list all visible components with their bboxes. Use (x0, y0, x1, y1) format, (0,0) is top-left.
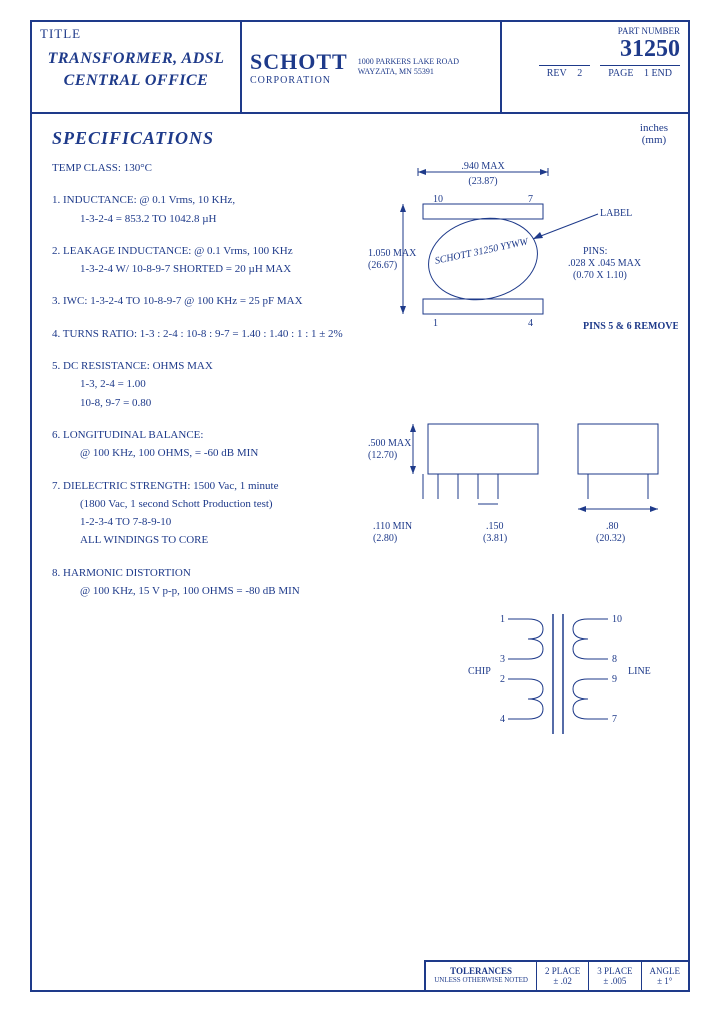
tol-3place: 3 PLACE ± .005 (589, 962, 641, 990)
part-number: 31250 (510, 36, 680, 63)
svg-text:.500 MAX: .500 MAX (368, 438, 412, 449)
svg-text:(20.32): (20.32) (596, 533, 625, 544)
part-label: PART NUMBER (510, 26, 680, 36)
company-block: SCHOTT CORPORATION 1000 PARKERS LAKE ROA… (242, 22, 502, 112)
svg-text:1.050 MAX: 1.050 MAX (368, 248, 417, 259)
svg-text:.028 X .045 MAX: .028 X .045 MAX (568, 258, 642, 269)
document-frame: TITLE TRANSFORMER, ADSL CENTRAL OFFICE S… (30, 20, 690, 992)
svg-text:8: 8 (612, 654, 617, 665)
title-label: TITLE (40, 26, 232, 42)
svg-text:(26.67): (26.67) (368, 260, 397, 271)
svg-text:LABEL: LABEL (600, 208, 632, 219)
company-logo: SCHOTT (250, 49, 348, 75)
svg-text:2: 2 (500, 674, 505, 685)
svg-text:10: 10 (433, 194, 443, 205)
tolerances-footer: TOLERANCES UNLESS OTHERWISE NOTED 2 PLAC… (424, 960, 688, 990)
units-note: inches (mm) (640, 122, 668, 146)
svg-text:PINS 5 & 6 REMOVED: PINS 5 & 6 REMOVED (583, 321, 678, 332)
svg-text:(3.81): (3.81) (483, 533, 507, 544)
svg-text:10: 10 (612, 614, 622, 625)
header: TITLE TRANSFORMER, ADSL CENTRAL OFFICE S… (32, 22, 688, 114)
content-area: inches (mm) SPECIFICATIONS TEMP CLASS: 1… (32, 114, 688, 952)
company-sub: CORPORATION (250, 75, 348, 86)
svg-text:(2.80): (2.80) (373, 533, 397, 544)
svg-text:LINE: LINE (628, 666, 651, 677)
company-address: 1000 PARKERS LAKE ROAD WAYZATA, MN 55391 (358, 57, 459, 78)
svg-text:PINS:: PINS: (583, 246, 607, 257)
diagrams-area: .940 MAX (23.87) 10 7 SCHOTT 31250 YYWW … (368, 154, 678, 854)
tol-2place: 2 PLACE ± .02 (537, 962, 589, 990)
svg-text:(0.70 X 1.10): (0.70 X 1.10) (573, 270, 627, 281)
mechanical-drawings: .940 MAX (23.87) 10 7 SCHOTT 31250 YYWW … (368, 154, 678, 854)
svg-text:9: 9 (612, 674, 617, 685)
svg-text:.940 MAX: .940 MAX (461, 161, 505, 172)
svg-text:(12.70): (12.70) (368, 450, 397, 461)
svg-text:1: 1 (433, 318, 438, 329)
svg-text:.80: .80 (606, 521, 619, 532)
title-text: TRANSFORMER, ADSL CENTRAL OFFICE (40, 48, 232, 93)
svg-text:3: 3 (500, 654, 505, 665)
title-block: TITLE TRANSFORMER, ADSL CENTRAL OFFICE (32, 22, 242, 112)
svg-text:.110 MIN: .110 MIN (373, 521, 412, 532)
svg-text:1: 1 (500, 614, 505, 625)
svg-text:SCHOTT 31250 YYWW: SCHOTT 31250 YYWW (434, 236, 531, 267)
svg-text:.150: .150 (486, 521, 504, 532)
specs-title: SPECIFICATIONS (52, 128, 668, 149)
svg-text:4: 4 (528, 318, 533, 329)
svg-text:4: 4 (500, 714, 505, 725)
svg-text:CHIP: CHIP (468, 666, 491, 677)
svg-text:7: 7 (612, 714, 617, 725)
svg-text:(23.87): (23.87) (468, 176, 497, 187)
part-block: PART NUMBER 31250 REV 2 PAGE 1 END (502, 22, 688, 112)
tol-label: TOLERANCES UNLESS OTHERWISE NOTED (426, 962, 537, 990)
tol-angle: ANGLE ± 1° (642, 962, 689, 990)
svg-text:7: 7 (528, 194, 533, 205)
rev-row: REV 2 PAGE 1 END (510, 65, 680, 81)
